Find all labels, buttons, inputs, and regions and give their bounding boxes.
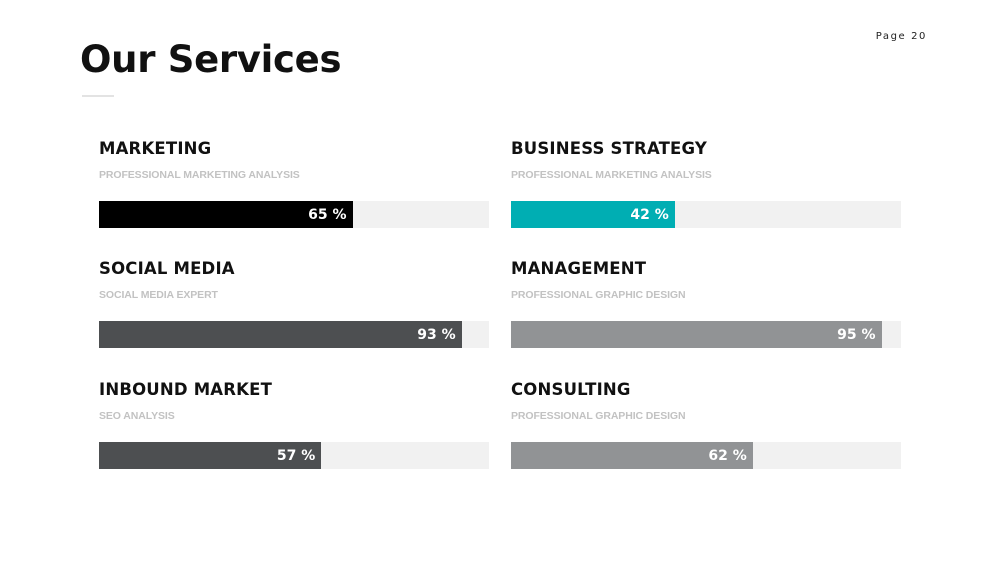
service-subtitle: SOCIAL MEDIA EXPERT	[99, 289, 218, 301]
progress-track: 65 %	[99, 201, 489, 228]
progress-fill: 65 %	[99, 201, 353, 228]
page-title: Our Services	[80, 38, 342, 81]
service-management: MANAGEMENT PROFESSIONAL GRAPHIC DESIGN 9…	[511, 259, 901, 367]
service-name: MARKETING	[99, 139, 212, 159]
progress-percent: 93 %	[417, 326, 456, 343]
progress-fill: 57 %	[99, 442, 322, 469]
progress-fill: 93 %	[99, 321, 462, 348]
progress-track: 57 %	[99, 442, 489, 469]
service-consulting: CONSULTING PROFESSIONAL GRAPHIC DESIGN 6…	[511, 380, 901, 488]
progress-percent: 65 %	[308, 206, 347, 223]
service-name: SOCIAL MEDIA	[99, 259, 235, 279]
page-number: Page 20	[875, 31, 927, 42]
service-name: CONSULTING	[511, 380, 631, 400]
service-social-media: SOCIAL MEDIA SOCIAL MEDIA EXPERT 93 %	[99, 259, 489, 367]
progress-percent: 95 %	[837, 326, 876, 343]
service-business-strategy: BUSINESS STRATEGY PROFESSIONAL MARKETING…	[511, 139, 901, 247]
progress-track: 62 %	[511, 442, 901, 469]
progress-fill: 62 %	[511, 442, 753, 469]
service-marketing: MARKETING PROFESSIONAL MARKETING ANALYSI…	[99, 139, 489, 247]
progress-percent: 42 %	[630, 206, 669, 223]
service-subtitle: SEO ANALYSIS	[99, 410, 175, 422]
service-subtitle: PROFESSIONAL GRAPHIC DESIGN	[511, 289, 686, 301]
progress-percent: 62 %	[708, 447, 747, 464]
progress-fill: 95 %	[511, 321, 882, 348]
progress-track: 42 %	[511, 201, 901, 228]
service-subtitle: PROFESSIONAL MARKETING ANALYSIS	[511, 169, 712, 181]
service-subtitle: PROFESSIONAL MARKETING ANALYSIS	[99, 169, 300, 181]
service-name: BUSINESS STRATEGY	[511, 139, 708, 159]
progress-track: 95 %	[511, 321, 901, 348]
progress-fill: 42 %	[511, 201, 675, 228]
service-name: INBOUND MARKET	[99, 380, 273, 400]
progress-percent: 57 %	[276, 447, 316, 464]
title-underline	[82, 95, 114, 97]
service-name: MANAGEMENT	[511, 259, 647, 279]
progress-track: 93 %	[99, 321, 489, 348]
service-subtitle: PROFESSIONAL GRAPHIC DESIGN	[511, 410, 686, 422]
service-inbound-market: INBOUND MARKET SEO ANALYSIS 57 %	[99, 380, 489, 488]
